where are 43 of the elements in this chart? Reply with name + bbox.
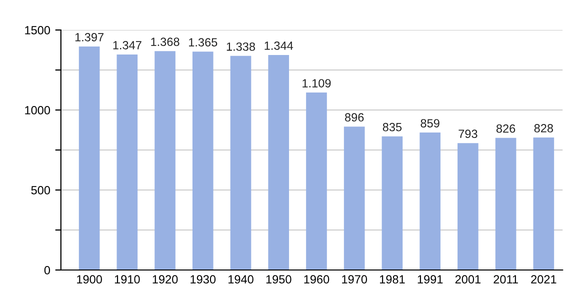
data-label: 1.347: [113, 41, 142, 50]
y-tick-label: 0: [44, 266, 50, 274]
data-label: 826: [496, 124, 516, 133]
x-tick-label: 1930: [190, 275, 216, 284]
x-tick-label: 2001: [455, 275, 480, 284]
data-label: 859: [420, 119, 440, 128]
x-tick-label: 1920: [152, 275, 178, 284]
x-tick-label: 1981: [380, 275, 405, 284]
bar: [344, 126, 365, 270]
y-tick-label: 1500: [25, 26, 50, 34]
bar: [230, 56, 252, 270]
bar: [533, 138, 554, 270]
data-label: 1.368: [151, 38, 180, 46]
x-tick-label: 1960: [304, 275, 330, 284]
data-label: 835: [382, 122, 402, 132]
bar: [382, 136, 403, 270]
bar: [420, 132, 440, 270]
x-tick-label: 2021: [531, 275, 556, 284]
x-tick-label: 1991: [418, 275, 443, 284]
data-label: 1.344: [264, 41, 294, 50]
bar: [116, 54, 138, 270]
x-tick-label: 1910: [114, 275, 140, 284]
bar: [154, 51, 176, 270]
data-label: 828: [534, 124, 554, 132]
bar: [306, 92, 327, 270]
data-label: 793: [458, 130, 478, 138]
y-tick-label: 500: [31, 186, 50, 194]
data-label: 1.338: [226, 42, 256, 51]
x-tick-label: 2011: [494, 275, 518, 284]
x-tick-label: 1940: [228, 275, 254, 284]
y-tick-label: 1000: [25, 106, 50, 114]
bar: [78, 46, 100, 270]
data-label: 896: [345, 113, 364, 122]
x-tick-label: 1900: [77, 275, 102, 284]
data-label: 1.397: [75, 33, 104, 42]
x-tick-label: 1950: [266, 275, 292, 284]
bar: [495, 138, 516, 270]
bar: [458, 143, 478, 270]
bar: [192, 52, 214, 270]
data-label: 1.365: [189, 38, 218, 46]
x-tick-label: 1970: [342, 275, 368, 284]
bar: [268, 54, 290, 270]
data-label: 1.109: [302, 79, 331, 88]
